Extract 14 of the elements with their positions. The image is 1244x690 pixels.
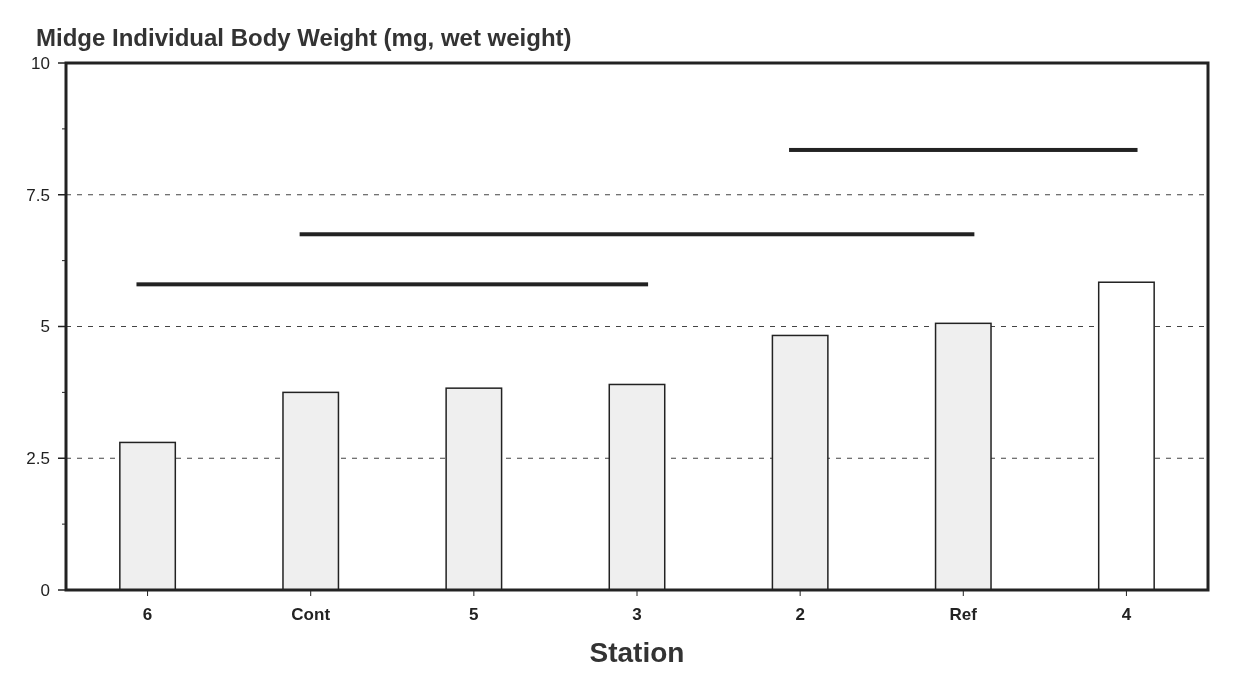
x-tick-label: 5 [469, 605, 479, 624]
x-tick-label: 3 [632, 605, 642, 624]
x-tick-label: Ref [949, 605, 978, 624]
y-tick-label: 0 [40, 580, 50, 600]
chart-title: Midge Individual Body Weight (mg, wet weight) [36, 24, 572, 51]
x-tick-label: 4 [1121, 605, 1132, 624]
y-tick-label: 5 [40, 317, 50, 337]
x-tick-label: 2 [795, 605, 805, 624]
y-tick-label: 2.5 [26, 449, 50, 469]
x-tick-label: 6 [142, 605, 153, 624]
y-tick-label: 7.5 [26, 185, 50, 205]
x-axis-title: Station [589, 637, 685, 668]
x-tick-label: Cont [291, 605, 331, 624]
y-tick-label: 10 [31, 53, 50, 73]
